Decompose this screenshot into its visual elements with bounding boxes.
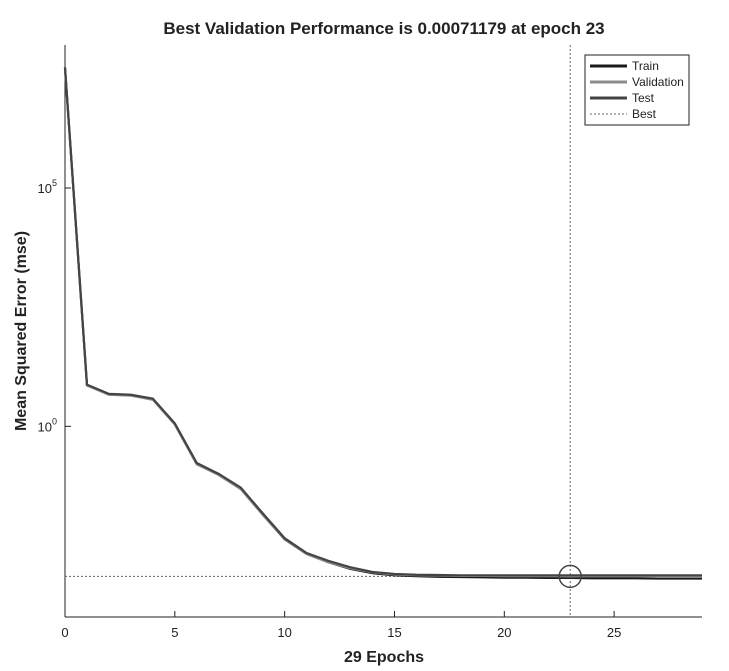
x-tick-label: 20 — [497, 625, 511, 640]
best-marker — [558, 564, 582, 589]
chart-title: Best Validation Performance is 0.0007117… — [163, 19, 604, 38]
x-tick-label: 25 — [607, 625, 621, 640]
x-tick-label: 0 — [61, 625, 68, 640]
series-line — [63, 67, 702, 577]
y-tick-label: 105 — [38, 178, 57, 196]
x-tick-label: 15 — [387, 625, 401, 640]
y-tick-base: 10 — [38, 419, 52, 434]
legend-label: Validation — [632, 75, 684, 89]
y-tick-exponent: 5 — [52, 178, 57, 188]
y-tick-label: 100 — [38, 416, 57, 434]
legend-label: Best — [632, 107, 657, 121]
y-axis-label: Mean Squared Error (mse) — [13, 231, 30, 431]
series-line — [63, 67, 702, 580]
x-axis-label: 29 Epochs — [344, 649, 424, 666]
y-tick-base: 10 — [38, 181, 52, 196]
x-tick-label: 5 — [171, 625, 178, 640]
y-tick-exponent: 0 — [52, 416, 57, 426]
legend-label: Train — [632, 59, 659, 73]
legend-label: Test — [632, 91, 655, 105]
series-line — [63, 67, 702, 578]
x-tick-label: 10 — [277, 625, 291, 640]
